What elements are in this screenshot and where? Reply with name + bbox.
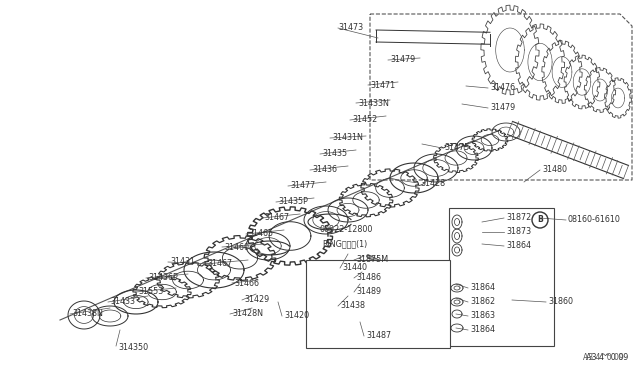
Text: 31864: 31864 [470,326,495,334]
Text: 31467: 31467 [207,260,232,269]
Text: 31438N: 31438N [72,310,103,318]
Text: 31428: 31428 [420,179,445,187]
Text: 31435P: 31435P [278,198,308,206]
Text: 31476: 31476 [490,83,515,93]
Text: 31440: 31440 [342,263,367,273]
Bar [449,208,554,346]
Text: 31435: 31435 [322,150,347,158]
Text: 31433N: 31433N [358,99,389,108]
Text: 08160-61610: 08160-61610 [568,215,621,224]
Text: 31475: 31475 [444,144,469,153]
Text: 31480: 31480 [542,166,567,174]
Text: RINGリング(1): RINGリング(1) [322,240,367,248]
Text: 31466: 31466 [234,279,259,288]
Text: 31438: 31438 [340,301,365,311]
Text: 31465: 31465 [248,230,273,238]
Text: 31479: 31479 [390,55,415,64]
Text: 31467: 31467 [264,214,289,222]
Text: 31479: 31479 [490,103,515,112]
Text: 31436: 31436 [312,166,337,174]
Text: B: B [537,215,543,224]
Text: 31875M: 31875M [356,256,388,264]
Text: 31473: 31473 [338,23,363,32]
Text: 31486: 31486 [356,273,381,282]
Text: 31862: 31862 [470,298,495,307]
Text: 31864: 31864 [506,241,531,250]
Text: 31873: 31873 [506,228,531,237]
Text: 31860: 31860 [548,298,573,307]
Text: 31431: 31431 [170,257,195,266]
Text: 31433: 31433 [110,298,135,307]
Text: 31553: 31553 [138,288,163,296]
Text: 31487: 31487 [366,331,391,340]
Text: 314350: 314350 [118,343,148,353]
Text: 31863: 31863 [470,311,495,321]
Text: 00922-12800: 00922-12800 [320,225,373,234]
Text: 31420: 31420 [284,311,309,321]
Text: 31431N: 31431N [332,134,363,142]
Text: 31489: 31489 [356,288,381,296]
Text: 31477: 31477 [290,182,316,190]
Text: 31429: 31429 [244,295,269,305]
Text: 31428N: 31428N [232,310,263,318]
Text: A3 4^0 09: A3 4^0 09 [583,353,624,362]
Text: 31460: 31460 [224,243,249,251]
Text: 31872: 31872 [506,214,531,222]
Text: 31471: 31471 [370,80,395,90]
Text: 31436P: 31436P [148,273,178,282]
Text: A3 4^0 09: A3 4^0 09 [586,353,628,362]
Text: 31452: 31452 [352,115,377,125]
Text: 31864: 31864 [470,283,495,292]
Bar [306,260,450,348]
